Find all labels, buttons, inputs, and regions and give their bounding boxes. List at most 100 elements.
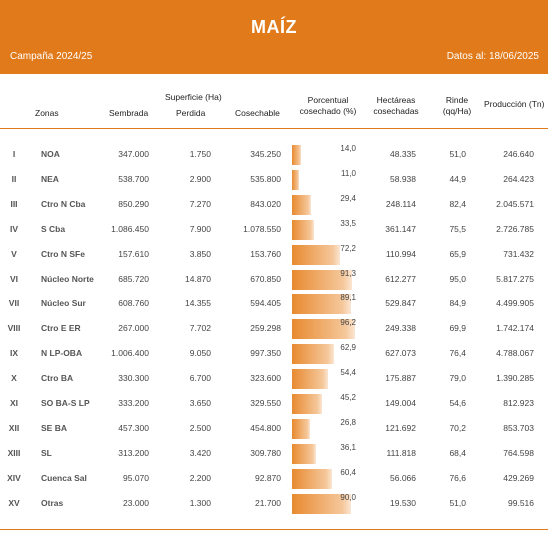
zona-name: SL (41, 447, 52, 458)
sembrada-value: 267.000 (118, 323, 149, 334)
rinde-value: 51,0 (449, 149, 466, 159)
sembrada-value: 95.070 (123, 472, 149, 483)
superficie-group-header: Superficie (Ha) (165, 92, 222, 102)
campaign-label: Campaña 2024/25 (10, 51, 93, 62)
rinde-value: 51,0 (449, 497, 466, 508)
hectareas-value: 19.530 (390, 497, 416, 508)
col-perdida: Perdida (176, 108, 206, 118)
cosechable-value: 535.800 (250, 173, 281, 184)
rinde-value: 95,0 (449, 273, 466, 284)
pct-value: 29,4 (340, 193, 356, 203)
zona-name: Ctro BA (41, 373, 74, 384)
col-hectareas-line2: cosechadas (373, 106, 419, 116)
rinde-value: 68,4 (449, 447, 466, 458)
sembrada-value: 685.720 (118, 273, 149, 284)
rinde-value: 44,9 (449, 173, 466, 184)
rinde-value: 54,6 (449, 398, 466, 408)
sembrada-value: 23.000 (123, 497, 149, 508)
perdida-value: 14.870 (185, 273, 211, 284)
table-row: XII SE BA 457.300 2.500 454.800 121.692 70,2 85… (0, 416, 548, 440)
col-rinde-line1: Rinde (445, 95, 469, 105)
sembrada-value: 313.200 (118, 447, 149, 458)
col-produccion: Producción (Tn) (484, 99, 545, 109)
cosechable-value: 997.350 (250, 348, 281, 359)
table-row: VII Núcleo Sur 608.760 14.355 594.405 529.847… (0, 291, 548, 315)
hectareas-value: 121.692 (385, 422, 416, 433)
col-porcentual-line2: cosechado (%) (299, 106, 357, 116)
row-number: XIII (7, 447, 21, 458)
produccion-value: 1.742.174 (496, 323, 534, 334)
rinde-value: 76,6 (449, 472, 466, 483)
pct-value: 60,4 (340, 467, 356, 477)
pct-value: 91,3 (340, 268, 356, 278)
pct-bar (292, 493, 352, 514)
produccion-value: 4.788.067 (496, 348, 534, 359)
hectareas-value: 612.277 (385, 273, 416, 284)
table-row: II NEA 538.700 2.900 535.800 58.938 44,9 264.42… (0, 167, 548, 191)
produccion-value: 246.640 (503, 149, 534, 159)
pct-value: 33,5 (340, 218, 356, 228)
col-hectareas-line1: Hectáreas (376, 95, 416, 105)
pct-value: 26,8 (340, 417, 356, 427)
col-cosechable: Cosechable (235, 108, 280, 118)
zona-name: SE BA (41, 422, 67, 433)
zona-name: Otras (41, 497, 64, 508)
perdida-value: 6.700 (189, 373, 211, 384)
rinde-value: 76,4 (449, 348, 466, 359)
col-rinde-line2: (qq/Ha) (442, 106, 472, 116)
cosechable-value: 670.850 (250, 273, 281, 284)
pct-value: 72,2 (340, 243, 356, 253)
rinde-value: 75,5 (449, 223, 466, 234)
pct-value: 90,0 (340, 492, 356, 502)
pct-value: 36,1 (340, 442, 356, 452)
footer-divider (0, 529, 548, 530)
rinde-value: 79,0 (449, 373, 466, 384)
table-row: I NOA 347.000 1.750 345.250 48.335 51,0 246.640… (0, 142, 548, 166)
produccion-value: 853.703 (503, 422, 534, 433)
cosechable-value: 1.078.550 (243, 223, 281, 234)
zona-name: S Cba (41, 223, 66, 234)
perdida-value: 3.850 (189, 248, 211, 259)
produccion-value: 429.269 (503, 472, 534, 483)
row-number: V (11, 248, 17, 259)
zona-name: N LP-OBA (41, 348, 83, 359)
sembrada-value: 330.300 (118, 373, 149, 384)
row-number: VII (8, 298, 20, 309)
cosechable-value: 259.298 (250, 323, 281, 334)
table-row: VI Núcleo Norte 685.720 14.870 670.850 612.27… (0, 267, 548, 291)
pct-bar (292, 344, 334, 365)
hectareas-value: 175.887 (385, 373, 416, 384)
table-row: XI SO BA-S LP 333.200 3.650 329.550 149.004 54… (0, 391, 548, 415)
col-rinde: Rinde (qq/Ha) (437, 95, 477, 117)
pct-bar (292, 443, 316, 464)
cosechable-value: 153.760 (250, 248, 281, 259)
cosechable-value: 843.020 (250, 198, 281, 209)
produccion-value: 264.423 (503, 173, 534, 184)
table-row: XIII SL 313.200 3.420 309.780 111.818 68,4 764.… (0, 441, 548, 465)
sembrada-value: 1.086.450 (111, 223, 149, 234)
sembrada-value: 1.006.400 (111, 348, 149, 359)
produccion-value: 731.432 (503, 248, 534, 259)
sembrada-value: 347.000 (118, 149, 149, 159)
sembrada-value: 333.200 (118, 398, 149, 408)
row-number: I (12, 149, 16, 159)
table-row: III Ctro N Cba 850.290 7.270 843.020 248.114 8… (0, 192, 548, 216)
hectareas-value: 249.338 (385, 323, 416, 334)
hectareas-value: 56.066 (390, 472, 416, 483)
zona-name: Ctro N Cba (41, 198, 86, 209)
data-date-label: Datos al: 18/06/2025 (446, 51, 539, 62)
pct-bar (292, 269, 353, 290)
pct-bar (292, 319, 356, 340)
pct-bar (292, 369, 328, 390)
zona-name: Ctro E ER (41, 323, 81, 334)
pct-value: 89,1 (340, 293, 356, 303)
zona-name: Núcleo Sur (41, 298, 86, 309)
cosechable-value: 329.550 (250, 398, 281, 408)
produccion-value: 2.726.785 (496, 223, 534, 234)
zona-name: Núcleo Norte (41, 273, 94, 284)
row-number: VI (9, 273, 19, 284)
row-number: XI (9, 398, 19, 408)
row-number: X (11, 373, 17, 384)
produccion-value: 1.390.285 (496, 373, 534, 384)
produccion-value: 764.598 (503, 447, 534, 458)
